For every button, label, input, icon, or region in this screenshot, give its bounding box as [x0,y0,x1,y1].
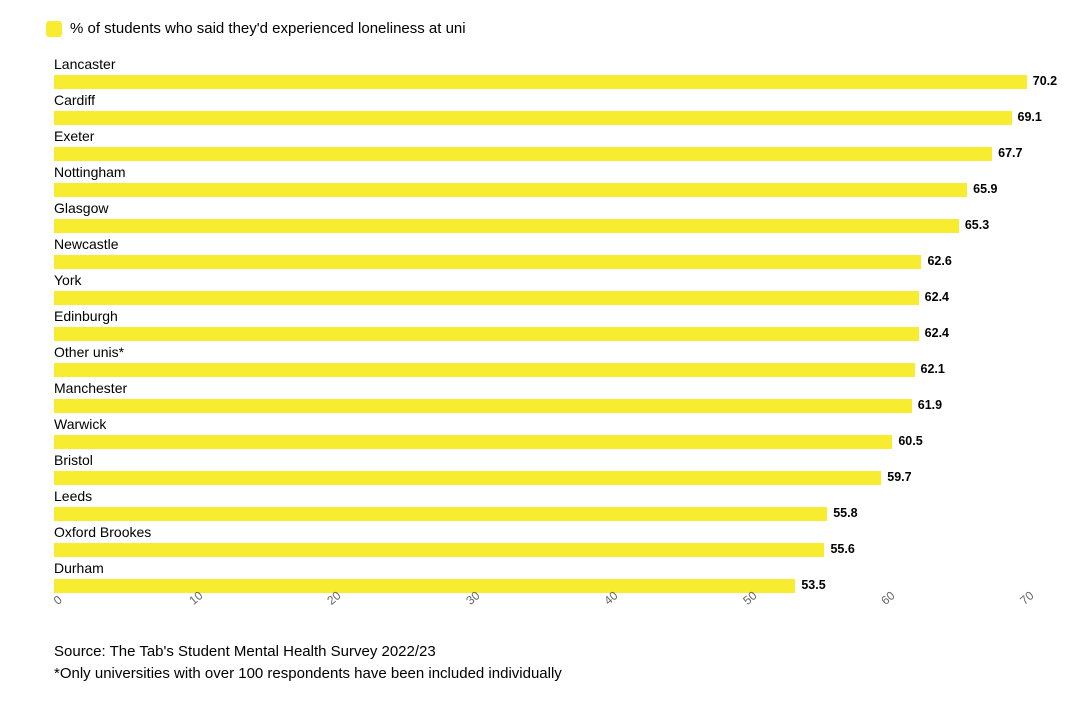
bar-row: Newcastle62.6 [54,235,1024,271]
bar-track: 62.6 [54,255,1024,269]
bar-row: York62.4 [54,271,1024,307]
value-label: 62.1 [921,362,945,376]
bar [54,255,921,269]
category-label: Newcastle [54,235,1024,253]
bar-track: 53.5 [54,579,1024,593]
category-label: Lancaster [54,55,1024,73]
value-label: 53.5 [801,578,825,592]
category-label: Durham [54,559,1024,577]
bar-track: 55.8 [54,507,1024,521]
bar-row: Exeter67.7 [54,127,1024,163]
category-label: Oxford Brookes [54,523,1024,541]
bar-plot: Lancaster70.2Cardiff69.1Exeter67.7Nottin… [54,55,1024,595]
category-label: Warwick [54,415,1024,433]
bar-track: 59.7 [54,471,1024,485]
bar-row: Durham53.5 [54,559,1024,595]
bar-row: Bristol59.7 [54,451,1024,487]
bar-track: 61.9 [54,399,1024,413]
bar-track: 65.3 [54,219,1024,233]
bar-row: Other unis*62.1 [54,343,1024,379]
category-label: Bristol [54,451,1024,469]
category-label: Leeds [54,487,1024,505]
category-label: Exeter [54,127,1024,145]
legend-label: % of students who said they'd experience… [70,20,466,37]
legend-swatch [46,21,62,37]
bar [54,363,915,377]
bar [54,147,992,161]
bar [54,291,919,305]
value-label: 61.9 [918,398,942,412]
value-label: 62.4 [925,326,949,340]
value-label: 70.2 [1033,74,1057,88]
chart-container: % of students who said they'd experience… [0,0,1080,695]
bar [54,327,919,341]
bar-track: 62.4 [54,291,1024,305]
bar [54,507,827,521]
bar [54,543,824,557]
category-label: Glasgow [54,199,1024,217]
legend: % of students who said they'd experience… [46,20,1040,37]
bar-track: 67.7 [54,147,1024,161]
bar-row: Warwick60.5 [54,415,1024,451]
category-label: Edinburgh [54,307,1024,325]
category-label: Nottingham [54,163,1024,181]
bar [54,471,881,485]
note-line: *Only universities with over 100 respond… [54,663,1040,685]
category-label: Manchester [54,379,1024,397]
bar-track: 62.4 [54,327,1024,341]
bar-row: Glasgow65.3 [54,199,1024,235]
bar-row: Oxford Brookes55.6 [54,523,1024,559]
bar-track: 62.1 [54,363,1024,377]
value-label: 55.8 [833,506,857,520]
value-label: 60.5 [898,434,922,448]
source-line: Source: The Tab's Student Mental Health … [54,641,1040,663]
bar [54,399,912,413]
value-label: 62.4 [925,290,949,304]
bar [54,75,1027,89]
bar-track: 65.9 [54,183,1024,197]
value-label: 65.3 [965,218,989,232]
bar-row: Leeds55.8 [54,487,1024,523]
category-label: York [54,271,1024,289]
value-label: 67.7 [998,146,1022,160]
x-axis: 010203040506070 [54,597,1024,627]
bar-track: 69.1 [54,111,1024,125]
value-label: 59.7 [887,470,911,484]
bar-row: Lancaster 70.2 [54,55,1024,91]
bar [54,219,959,233]
bar-row: Nottingham65.9 [54,163,1024,199]
bar [54,183,967,197]
bar [54,111,1012,125]
bar [54,579,795,593]
value-label: 55.6 [830,542,854,556]
value-label: 65.9 [973,182,997,196]
value-label: 62.6 [927,254,951,268]
bar-track: 60.5 [54,435,1024,449]
bar-track: 70.2 [54,75,1024,89]
bar-row: Edinburgh62.4 [54,307,1024,343]
bar [54,435,892,449]
bar-row: Manchester61.9 [54,379,1024,415]
bar-track: 55.6 [54,543,1024,557]
category-label: Cardiff [54,91,1024,109]
value-label: 69.1 [1018,110,1042,124]
category-label: Other unis* [54,343,1024,361]
chart-footer: Source: The Tab's Student Mental Health … [54,641,1040,685]
bar-row: Cardiff 69.1 [54,91,1024,127]
